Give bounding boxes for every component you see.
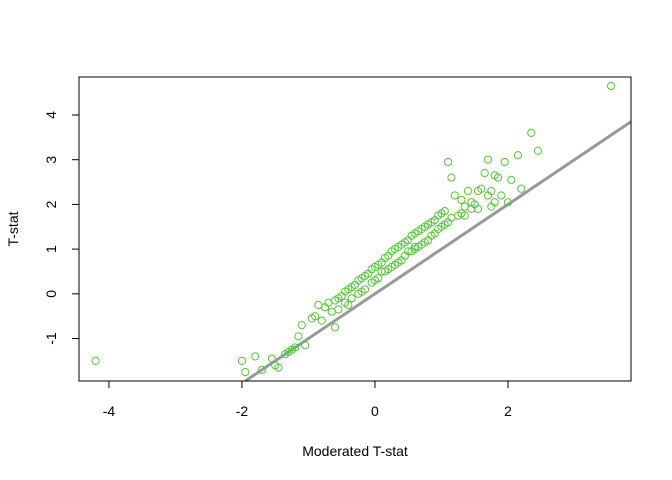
- y-tick-label: 4: [43, 111, 59, 119]
- data-point: [527, 128, 536, 137]
- data-point: [507, 175, 516, 184]
- y-axis: -1 0 1 2 3 4: [43, 111, 80, 345]
- x-tick-label: 0: [371, 403, 379, 419]
- reference-line-layer: [244, 120, 632, 383]
- data-point: [377, 267, 386, 276]
- data-point: [317, 316, 326, 325]
- data-point: [334, 305, 343, 314]
- data-point: [294, 332, 303, 341]
- data-point: [241, 367, 250, 377]
- data-point: [500, 157, 509, 167]
- data-point: [327, 307, 336, 316]
- data-point: [483, 155, 493, 164]
- y-tick-label: 2: [43, 200, 59, 208]
- data-point: [503, 198, 513, 207]
- data-point: [533, 146, 542, 155]
- reference-line: [244, 120, 632, 383]
- data-point: [444, 218, 453, 227]
- x-axis: -4 -2 0 2: [103, 380, 512, 419]
- x-tick-label: 2: [504, 403, 512, 419]
- data-point: [483, 191, 493, 200]
- data-point: [357, 287, 366, 296]
- data-point: [314, 300, 323, 310]
- scatter-points: [91, 81, 616, 377]
- y-tick-label: -1: [43, 332, 59, 345]
- x-axis-label: Moderated T-stat: [302, 443, 408, 459]
- data-point: [404, 247, 413, 256]
- data-point: [463, 186, 473, 196]
- x-tick-label: -4: [103, 403, 116, 419]
- data-point: [606, 81, 616, 91]
- data-point: [397, 256, 406, 265]
- data-point: [424, 236, 433, 245]
- data-point: [297, 321, 306, 330]
- data-point: [497, 191, 506, 200]
- data-point: [281, 350, 290, 359]
- data-point: [91, 356, 100, 365]
- y-axis-label: T-stat: [5, 211, 21, 246]
- data-point: [513, 151, 523, 160]
- data-point: [480, 169, 489, 178]
- plot-area-border: [78, 76, 632, 382]
- data-point: [467, 204, 476, 213]
- data-point: [347, 294, 356, 303]
- y-tick-label: 1: [43, 245, 59, 253]
- data-point: [370, 276, 380, 285]
- data-point: [291, 343, 300, 352]
- data-point: [517, 184, 526, 193]
- data-point: [444, 157, 453, 167]
- data-point: [390, 260, 400, 269]
- data-point: [493, 173, 503, 182]
- data-point: [410, 242, 419, 251]
- y-tick-label: 0: [43, 290, 59, 298]
- data-point: [437, 222, 446, 231]
- data-point: [344, 300, 353, 310]
- data-point: [310, 312, 320, 321]
- data-point: [237, 356, 247, 365]
- data-point: [301, 341, 310, 350]
- data-point: [460, 211, 469, 220]
- data-point: [251, 352, 260, 361]
- data-point: [460, 202, 469, 211]
- data-point: [427, 218, 436, 227]
- data-point: [447, 173, 456, 182]
- data-point: [473, 204, 483, 213]
- data-point: [257, 365, 266, 374]
- x-tick-label: -2: [236, 403, 249, 419]
- data-point: [267, 354, 276, 363]
- data-point: [450, 191, 459, 200]
- data-point: [430, 229, 439, 238]
- data-point: [490, 198, 499, 207]
- data-point: [420, 222, 429, 231]
- data-point: [330, 323, 340, 332]
- data-point: [274, 363, 283, 372]
- data-point: [457, 195, 466, 205]
- y-tick-label: 3: [43, 156, 59, 164]
- data-point: [473, 186, 483, 196]
